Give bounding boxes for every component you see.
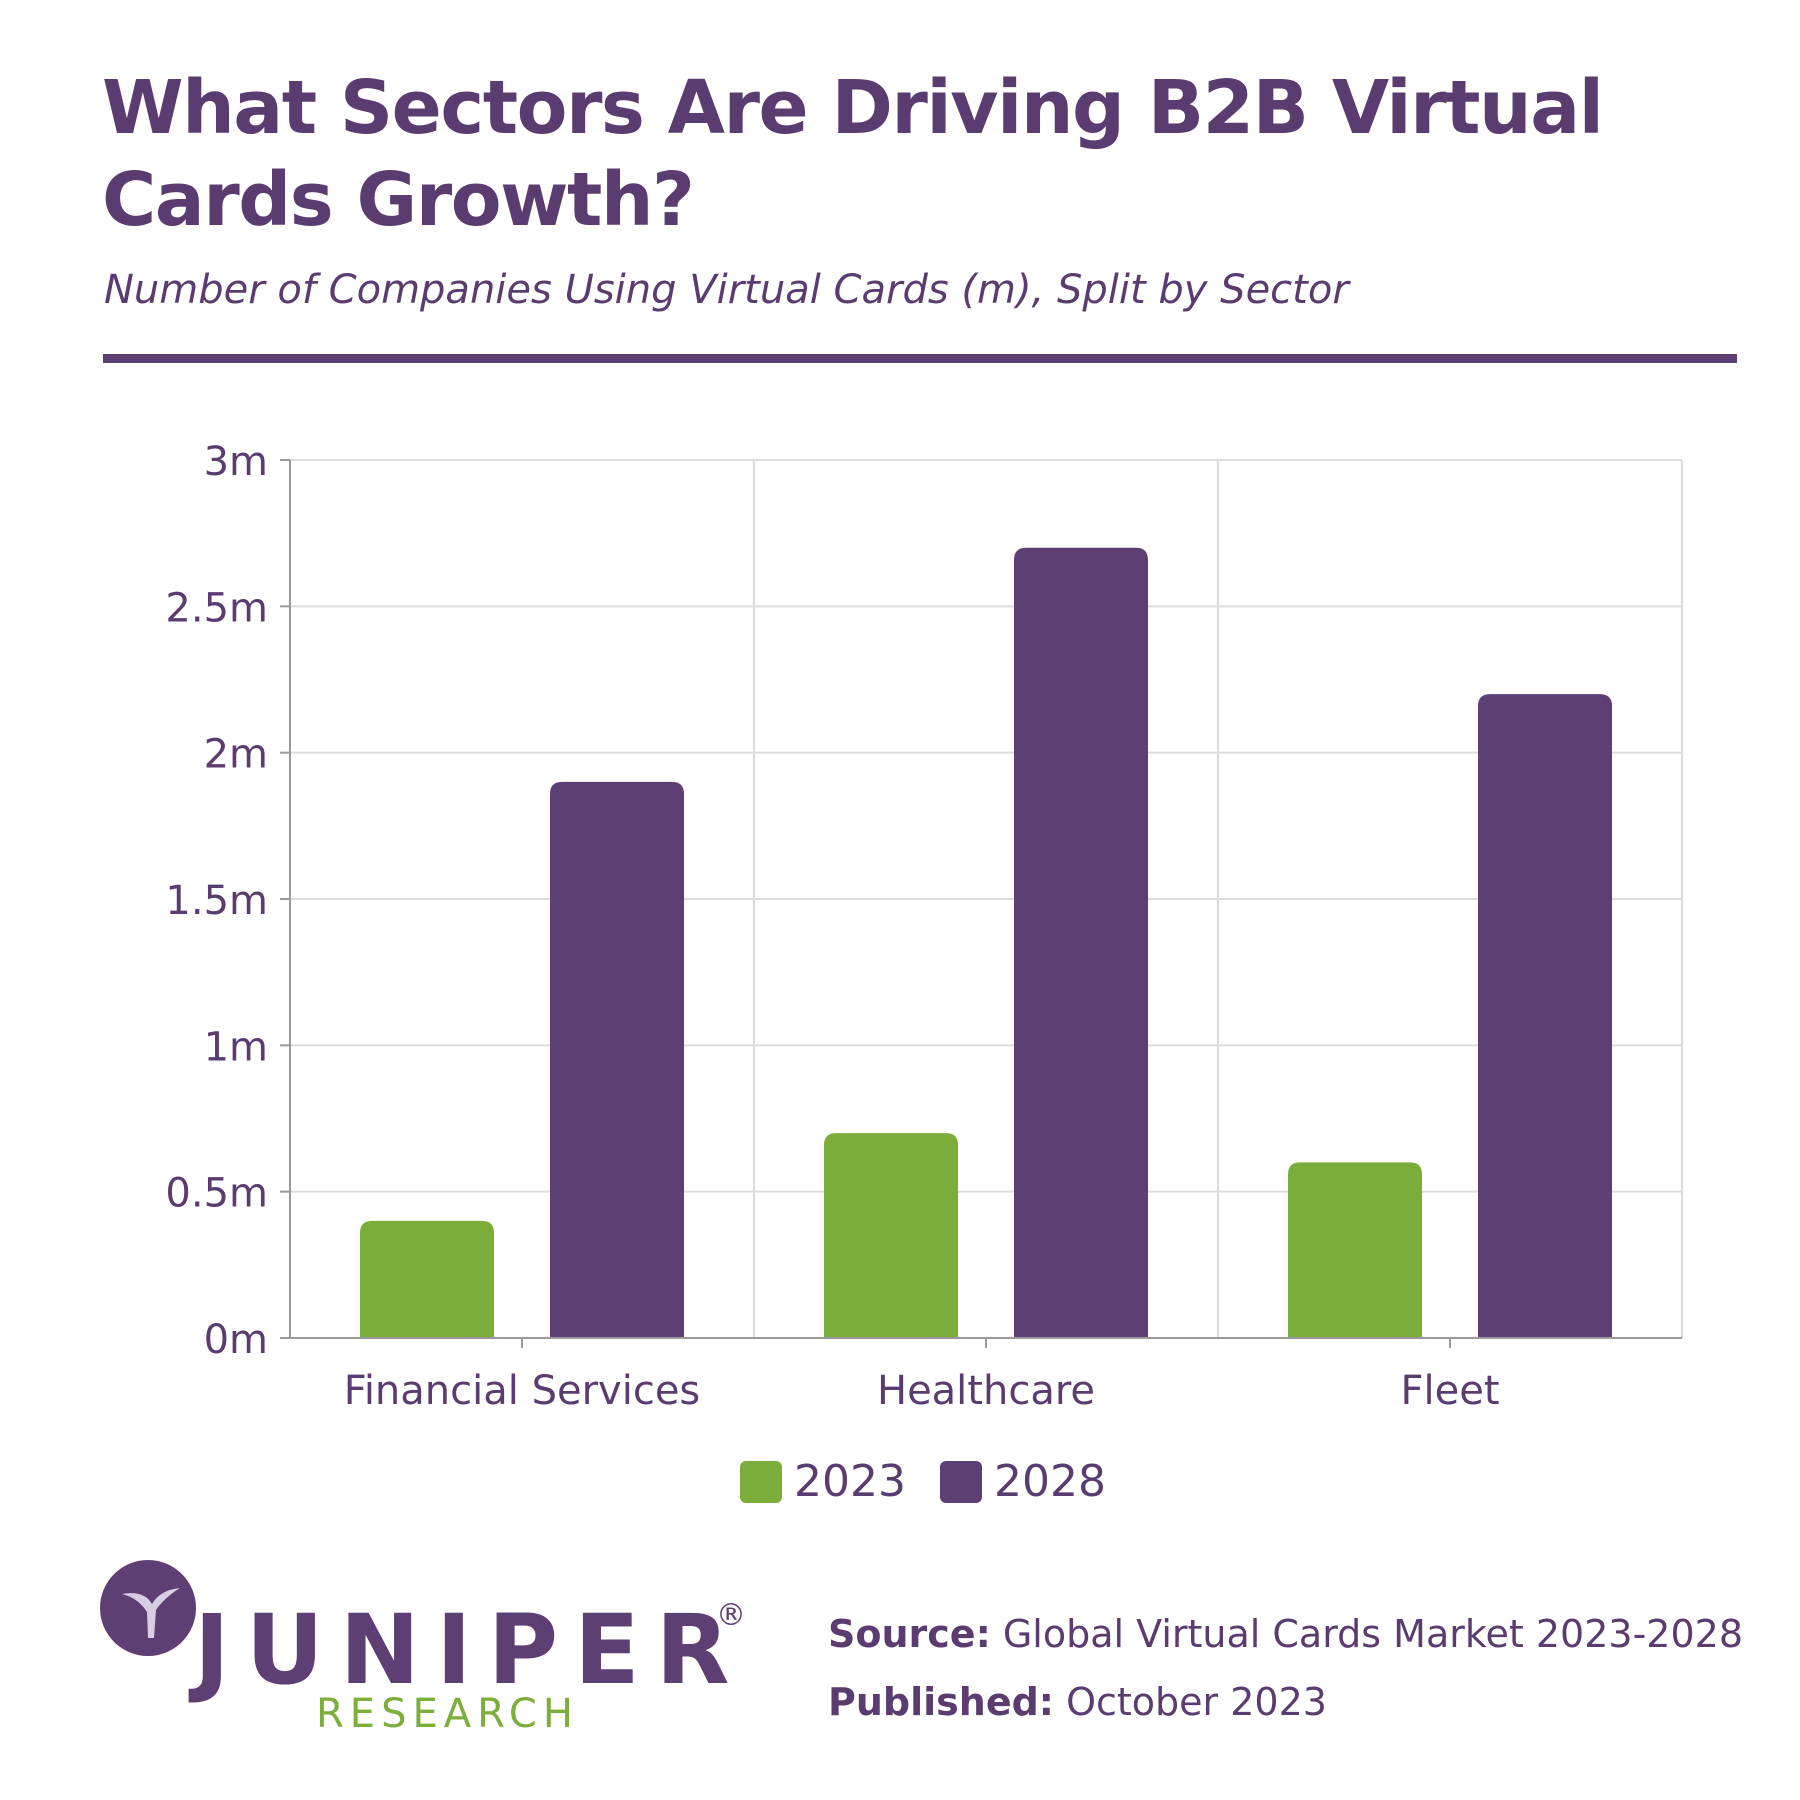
published-value: October 2023: [1066, 1680, 1327, 1724]
legend-swatch-2023: [740, 1460, 782, 1503]
chart-subtitle: Number of Companies Using Virtual Cards …: [104, 267, 1349, 313]
juniper-research-logo: JUNIPER ® RESEARCH: [98, 1558, 758, 1738]
x-tick-label: Financial Services: [344, 1368, 701, 1414]
source-label: Source:: [828, 1612, 991, 1656]
bars-layer: [360, 547, 1612, 1338]
published-label: Published:: [828, 1680, 1054, 1724]
y-tick-label: 3m: [204, 439, 268, 485]
y-tick-label: 0.5m: [165, 1171, 268, 1217]
bar-healthcare-2023: [824, 1133, 958, 1338]
bar-financial-services-2023: [360, 1220, 494, 1338]
juniper-logo-icon: [100, 1560, 196, 1656]
y-tick-label: 0m: [204, 1317, 268, 1363]
title-divider: [103, 354, 1737, 363]
registered-mark: ®: [716, 1598, 746, 1633]
legend-label-2028: 2028: [993, 1456, 1106, 1507]
x-tick-label: Fleet: [1400, 1368, 1499, 1414]
legend-item-2028: 2028: [939, 1456, 1106, 1507]
source-value: Global Virtual Cards Market 2023-2028: [1002, 1612, 1744, 1656]
bar-chart: 0m 0.5m 1m 1.5m 2m 2.5m 3m Financial Services He…: [165, 439, 1683, 1414]
chart-legend: 2023 2028: [740, 1456, 1140, 1507]
y-tick-label: 1.5m: [165, 878, 268, 924]
axis-layer: 0m 0.5m 1m 1.5m 2m 2.5m 3m Financial Services He…: [165, 439, 1682, 1414]
logo-subtitle: RESEARCH: [316, 1691, 579, 1737]
legend-swatch-2028: [939, 1460, 982, 1503]
y-tick-label: 2m: [204, 732, 268, 778]
bar-financial-services-2028: [550, 781, 684, 1338]
y-tick-label: 2.5m: [165, 585, 268, 631]
source-line: Source: Global Virtual Cards Market 2023…: [828, 1610, 1743, 1658]
bar-healthcare-2028: [1014, 547, 1148, 1338]
x-tick-label: Healthcare: [877, 1368, 1095, 1414]
bar-fleet-2028: [1478, 694, 1612, 1338]
published-line: Published: October 2023: [828, 1678, 1327, 1726]
bar-fleet-2023: [1288, 1162, 1422, 1338]
grid-layer: [290, 459, 1683, 1338]
y-tick-label: 1m: [204, 1024, 268, 1070]
legend-item-2023: 2023: [740, 1456, 906, 1507]
logo-wordmark: JUNIPER: [194, 1594, 746, 1706]
legend-label-2023: 2023: [794, 1456, 906, 1507]
chart-title: What Sectors Are Driving B2B Virtual Car…: [102, 65, 1604, 243]
